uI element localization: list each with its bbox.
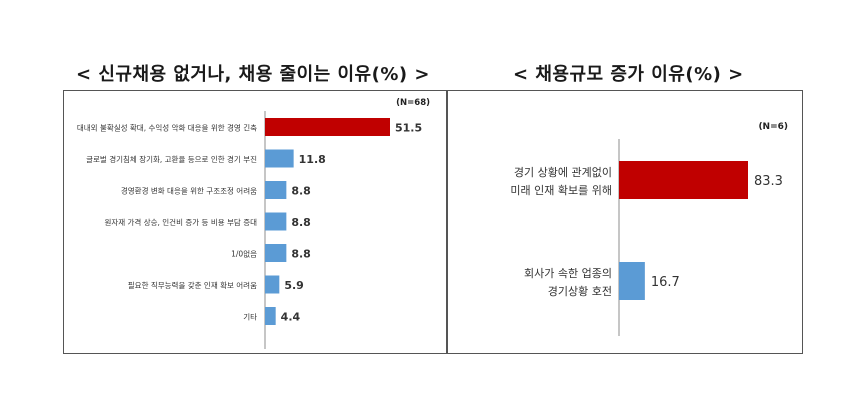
bar [619,262,645,300]
right-chart-title: < 채용규모 증가 이유(%) > [513,64,744,85]
bar [619,161,748,199]
left-chart-title: < 신규채용 없거나, 채용 줄이는 이유(%) > [76,64,430,85]
bar [265,244,287,262]
sample-size-note: (N=6) [758,122,788,132]
category-label: 1/0없음 [231,250,257,259]
category-label: 회사가 속한 업종의 [524,267,612,280]
value-label: 83.3 [754,174,783,189]
bar [265,181,287,199]
bar [265,149,294,168]
bar [265,275,280,294]
value-label: 11.8 [299,153,326,166]
value-label: 16.7 [651,275,680,290]
value-label: 8.8 [291,216,311,229]
value-label: 8.8 [291,248,311,261]
category-label: 원자재 가격 상승, 인건비 증가 등 비용 부담 증대 [104,217,257,227]
category-label: 필요한 직무능력을 갖춘 인재 확보 어려움 [128,280,257,290]
category-label: 경영환경 변화 대응을 위한 구조조정 어려움 [121,186,257,196]
bar [265,212,287,231]
value-label: 4.4 [281,311,301,324]
category-label: 글로벌 경기침체 장기화, 고환율 등으로 인한 경기 부진 [86,154,257,164]
left-chart-panel: (N=68) 대내외 불확실성 확대, 수익성 악화 대응을 위한 경영 긴축 51… [63,90,447,354]
left-bar-chart: (N=68) 대내외 불확실성 확대, 수익성 악화 대응을 위한 경영 긴축 51… [77,98,430,349]
category-label: 경기상황 호전 [548,285,612,298]
bar [265,118,390,136]
bar [265,307,276,325]
category-label: 미래 인재 확보를 위해 [510,183,612,197]
value-label: 5.9 [284,279,304,292]
value-label: 8.8 [291,185,311,198]
category-label: 기타 [243,313,257,322]
category-label: 대내외 불확실성 확대, 수익성 악화 대응을 위한 경영 긴축 [77,123,257,133]
category-label: 경기 상황에 관계없이 [514,166,612,179]
value-label: 51.5 [395,122,422,135]
sample-size-note: (N=68) [396,98,430,108]
